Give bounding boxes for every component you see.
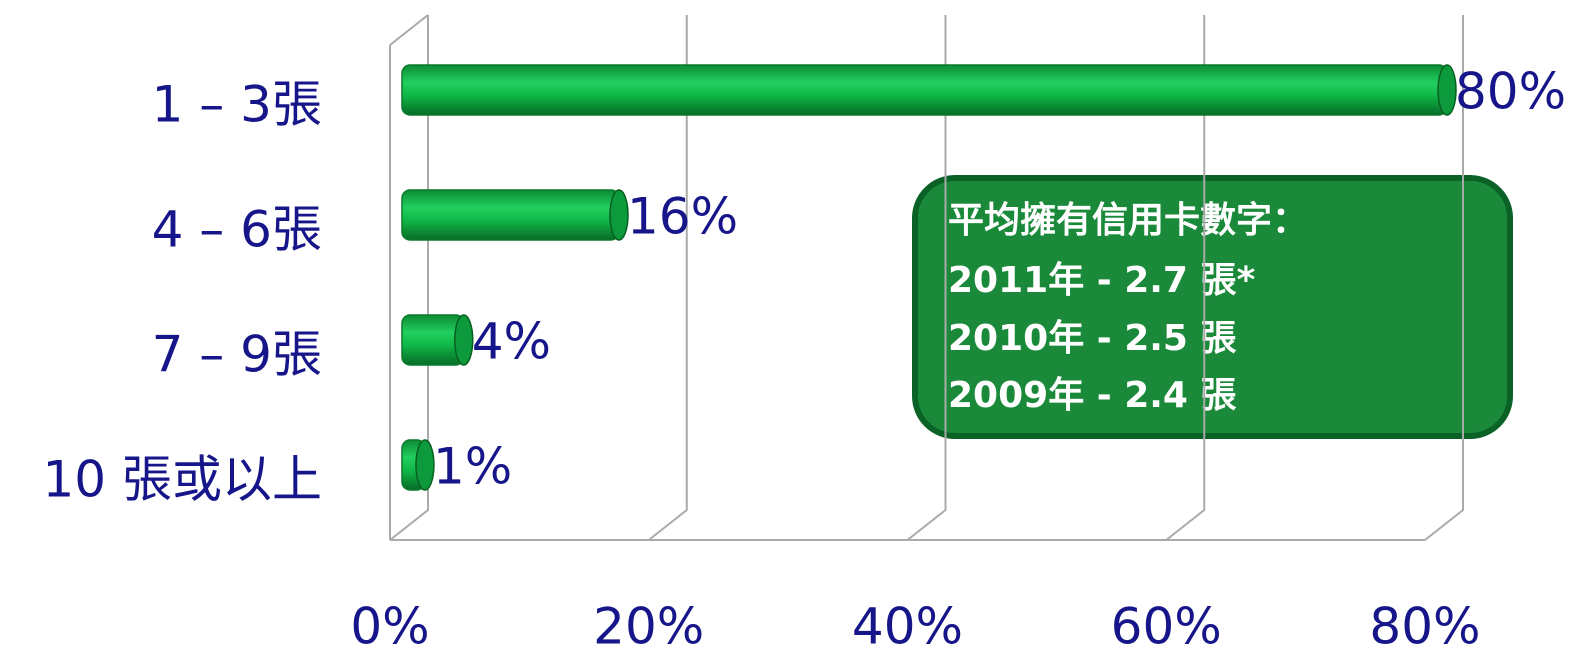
grid-line xyxy=(1424,15,1464,541)
grid-line xyxy=(906,15,947,541)
x-tick-label: 0% xyxy=(350,598,429,656)
annotation: 平均擁有信用卡數字： 2011年 - 2.7 張* 2010年 - 2.5 張 200… xyxy=(912,175,1513,439)
x-tick-label: 20% xyxy=(593,598,704,656)
value-label: 80% xyxy=(1455,63,1566,121)
annotation-line: 平均擁有信用卡數字： xyxy=(948,200,1308,241)
annotation-line: 2010年 - 2.5 張 xyxy=(948,318,1237,359)
bar-cap xyxy=(1437,64,1457,116)
bar-cap xyxy=(609,189,629,241)
value-label: 16% xyxy=(627,188,738,246)
bar-cap xyxy=(415,439,435,491)
grid-line xyxy=(648,15,688,541)
annotation-box xyxy=(912,175,1513,439)
y-tick-label: 7 – 9張 xyxy=(152,326,322,384)
bar xyxy=(401,189,620,241)
annotation-line: 2009年 - 2.4 張 xyxy=(948,375,1237,416)
x-tick-label: 40% xyxy=(852,598,963,656)
y-tick-label: 1 – 3張 xyxy=(152,76,322,134)
bar xyxy=(401,64,1448,116)
x-tick-label: 80% xyxy=(1369,598,1480,656)
grid-line xyxy=(1165,15,1206,541)
wall-edge xyxy=(389,14,429,46)
y-tick-label: 10 張或以上 xyxy=(42,451,322,509)
grid-line xyxy=(389,15,429,541)
annotation-line: 2011年 - 2.7 張* xyxy=(948,260,1256,301)
value-label: 4% xyxy=(472,313,551,371)
value-label: 1% xyxy=(433,438,512,496)
bar-cap xyxy=(454,314,474,366)
y-tick-label: 4 – 6張 xyxy=(152,201,322,259)
x-tick-label: 60% xyxy=(1111,598,1222,656)
